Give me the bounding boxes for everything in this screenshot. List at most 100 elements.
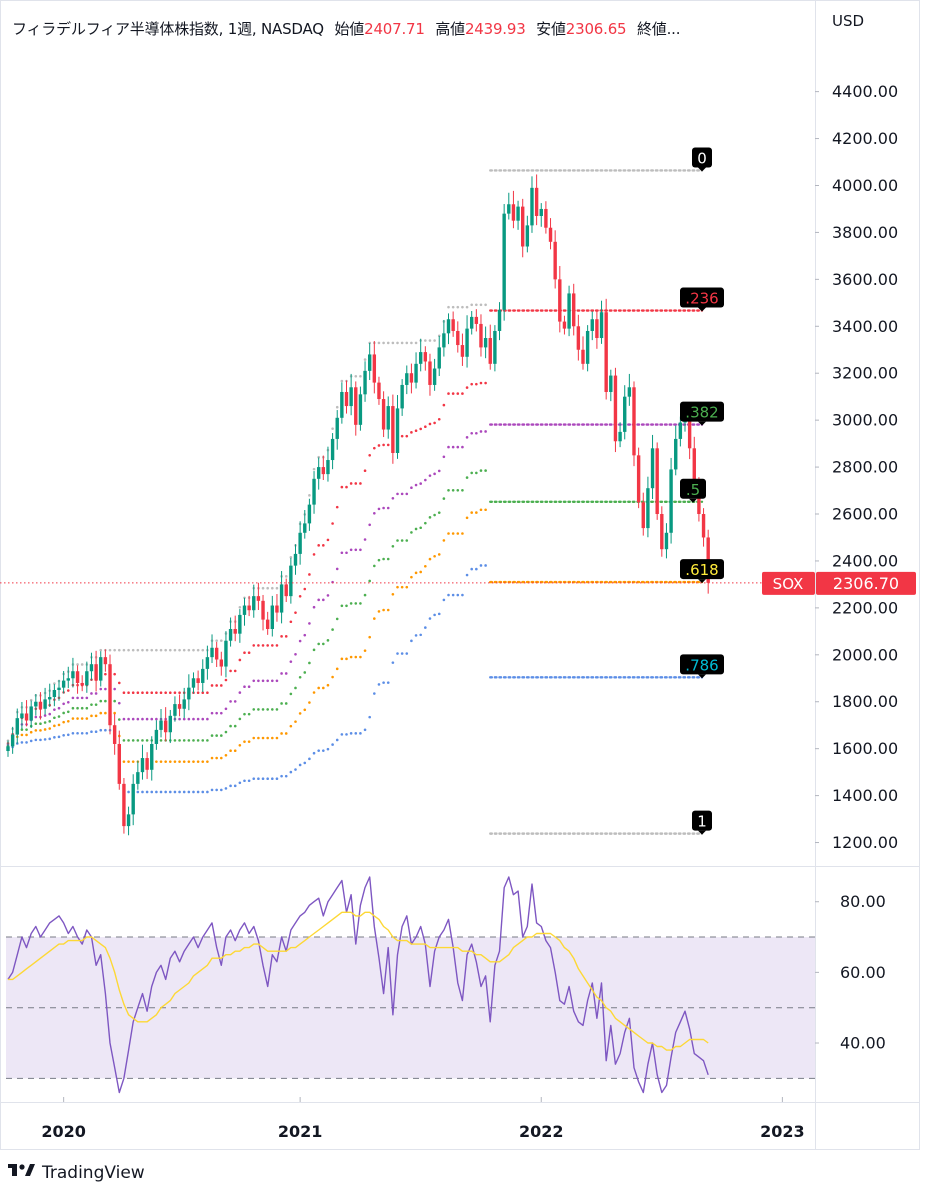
candle-body[interactable] (354, 387, 358, 425)
candle-body[interactable] (548, 227, 553, 242)
candle-body[interactable] (71, 671, 75, 679)
candle-body[interactable] (655, 448, 659, 515)
candle-body[interactable] (395, 408, 400, 453)
symbol-tag-box[interactable] (762, 571, 815, 595)
candle-body[interactable] (279, 584, 284, 613)
candle-body[interactable] (289, 565, 293, 597)
candle-body[interactable] (521, 206, 525, 247)
candles-group[interactable] (6, 174, 710, 836)
candle-body[interactable] (595, 319, 599, 339)
candle-body[interactable] (400, 384, 404, 409)
candle-body[interactable] (150, 743, 154, 770)
candle-body[interactable] (38, 701, 43, 709)
candle-body[interactable] (10, 734, 15, 747)
candle-body[interactable] (284, 584, 288, 597)
candle-body[interactable] (386, 406, 390, 430)
candle-body[interactable] (145, 758, 149, 770)
candle-body[interactable] (437, 347, 441, 369)
candle-body[interactable] (470, 316, 474, 329)
candle-body[interactable] (669, 469, 673, 533)
candle-body[interactable] (61, 680, 66, 688)
candle-body[interactable] (99, 657, 103, 681)
candle-body[interactable] (613, 375, 618, 442)
candle-body[interactable] (34, 701, 38, 707)
candle-body[interactable] (228, 628, 233, 641)
candle-body[interactable] (697, 490, 701, 515)
candle-body[interactable] (572, 293, 576, 327)
candle-body[interactable] (20, 713, 24, 719)
candle-body[interactable] (502, 213, 506, 310)
candle-body[interactable] (154, 729, 159, 744)
candle-body[interactable] (275, 605, 279, 613)
candle-body[interactable] (428, 361, 432, 385)
candle-body[interactable] (483, 338, 488, 348)
candle-body[interactable] (340, 391, 344, 418)
candle-body[interactable] (409, 373, 414, 383)
candle-body[interactable] (293, 553, 298, 566)
candle-body[interactable] (122, 783, 126, 827)
candle-body[interactable] (660, 514, 664, 550)
candle-body[interactable] (265, 619, 270, 629)
candle-body[interactable] (103, 657, 108, 665)
candle-body[interactable] (57, 687, 61, 691)
candle-body[interactable] (15, 718, 19, 735)
candle-body[interactable] (377, 382, 381, 400)
tradingview-footer[interactable]: TradingView (8, 1162, 145, 1183)
candle-body[interactable] (210, 647, 214, 658)
candle-body[interactable] (298, 532, 302, 554)
candle-body[interactable] (89, 664, 94, 672)
candle-body[interactable] (488, 338, 492, 364)
candle-body[interactable] (173, 704, 177, 716)
candle-body[interactable] (539, 208, 543, 216)
candle-body[interactable] (456, 330, 460, 346)
rsi-ma-line[interactable] (8, 911, 709, 1051)
candle-body[interactable] (112, 725, 117, 744)
candle-body[interactable] (85, 671, 89, 686)
candle-body[interactable] (214, 647, 219, 660)
candle-body[interactable] (585, 330, 590, 364)
candle-body[interactable] (604, 312, 608, 392)
candle-body[interactable] (321, 467, 326, 475)
candle-body[interactable] (66, 678, 70, 681)
candle-body[interactable] (349, 387, 353, 407)
candle-body[interactable] (627, 387, 632, 397)
candle-body[interactable] (312, 478, 316, 505)
candle-body[interactable] (446, 319, 451, 334)
candle-body[interactable] (687, 413, 692, 449)
candle-body[interactable] (474, 316, 479, 324)
candle-body[interactable] (108, 664, 112, 726)
candle-body[interactable] (367, 354, 372, 371)
candle-body[interactable] (479, 323, 483, 348)
candle-body[interactable] (182, 699, 186, 709)
candle-body[interactable] (326, 460, 330, 475)
candle-body[interactable] (442, 333, 446, 348)
candle-body[interactable] (363, 370, 367, 395)
candle-body[interactable] (623, 396, 627, 432)
candle-body[interactable] (168, 715, 172, 733)
candle-body[interactable] (242, 605, 247, 615)
candle-body[interactable] (576, 326, 581, 350)
candle-body[interactable] (664, 532, 669, 550)
candle-body[interactable] (525, 225, 530, 247)
candle-body[interactable] (43, 699, 47, 709)
candle-body[interactable] (650, 448, 655, 489)
candle-body[interactable] (126, 814, 131, 827)
candle-body[interactable] (159, 720, 163, 730)
candle-body[interactable] (177, 704, 182, 709)
candle-body[interactable] (29, 706, 33, 721)
candle-body[interactable] (256, 596, 261, 601)
candle-body[interactable] (581, 349, 585, 364)
candle-body[interactable] (136, 772, 140, 784)
candle-body[interactable] (511, 204, 516, 221)
candle-body[interactable] (163, 720, 168, 733)
candle-body[interactable] (599, 312, 604, 339)
candle-body[interactable] (48, 697, 52, 700)
candle-body[interactable] (465, 328, 469, 357)
candle-body[interactable] (530, 187, 534, 226)
candle-body[interactable] (432, 368, 437, 385)
candle-body[interactable] (381, 399, 386, 430)
candle-body[interactable] (418, 352, 423, 364)
candle-body[interactable] (238, 614, 242, 634)
candle-body[interactable] (52, 690, 57, 698)
